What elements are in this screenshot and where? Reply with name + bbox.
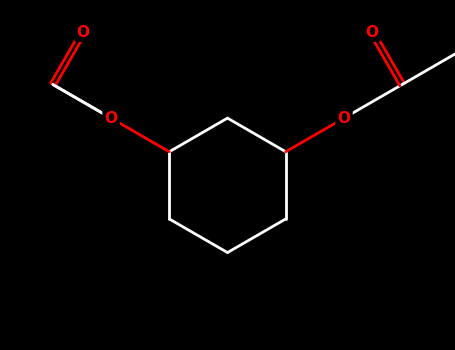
Text: O: O xyxy=(105,111,117,126)
Text: O: O xyxy=(76,25,90,40)
Text: O: O xyxy=(338,111,350,126)
Text: O: O xyxy=(365,25,379,40)
